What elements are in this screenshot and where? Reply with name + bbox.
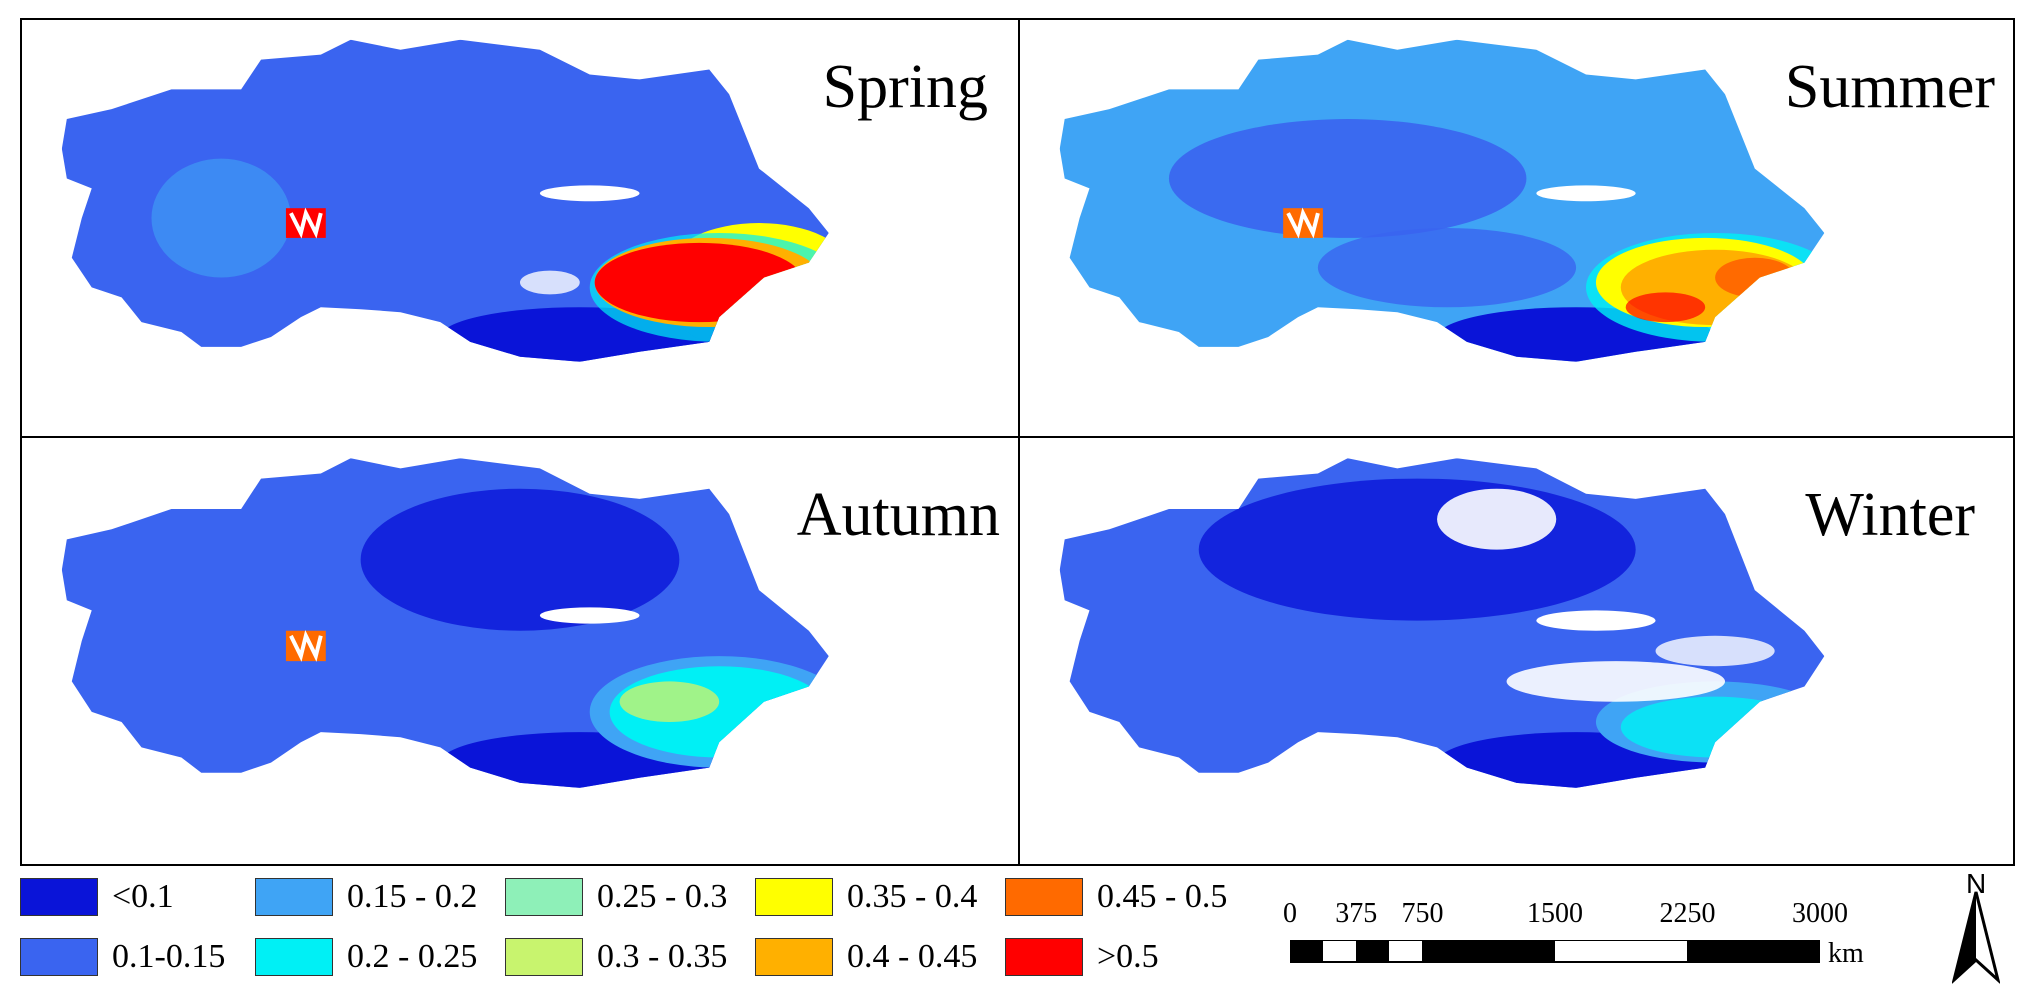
legend-label: 0.35 - 0.4 bbox=[847, 878, 978, 915]
season-label-winter: Winter bbox=[1805, 481, 1975, 549]
season-label-spring: Spring bbox=[822, 53, 988, 121]
scale-unit: km bbox=[1828, 938, 1864, 969]
legend-swatch bbox=[755, 938, 833, 976]
winter-map-panel: Winter bbox=[1018, 436, 2015, 866]
scale-tick-label: 2250 bbox=[1659, 898, 1716, 929]
legend-swatch bbox=[20, 938, 98, 976]
winter-map bbox=[1059, 458, 1825, 788]
scale-tick-label: 375 bbox=[1335, 898, 1378, 929]
summer-map bbox=[1059, 39, 1825, 362]
legend-label: 0.3 - 0.35 bbox=[597, 938, 728, 975]
summer-map-panel: Summer bbox=[1018, 18, 2015, 438]
legend-swatch bbox=[505, 938, 583, 976]
legend-swatch bbox=[255, 878, 333, 916]
legend-label: 0.45 - 0.5 bbox=[1097, 878, 1228, 915]
scale-tick-label: 750 bbox=[1401, 898, 1444, 929]
spring-map bbox=[61, 39, 829, 362]
legend-swatch bbox=[505, 878, 583, 916]
north-arrow-icon bbox=[1952, 891, 2000, 984]
season-label-autumn: Autumn bbox=[796, 481, 1000, 549]
scale-tick-label: 1500 bbox=[1527, 898, 1583, 929]
legend-swatch bbox=[1005, 878, 1083, 916]
legend-swatch bbox=[755, 878, 833, 916]
legend-swatch bbox=[255, 938, 333, 976]
legend-swatch bbox=[1005, 938, 1083, 976]
scale-bar bbox=[1290, 940, 1820, 963]
legend-label: 0.15 - 0.2 bbox=[347, 878, 478, 915]
autumn-map bbox=[61, 458, 829, 788]
north-label: N bbox=[1966, 868, 1987, 899]
legend-label: 0.2 - 0.25 bbox=[347, 938, 478, 975]
season-label-summer: Summer bbox=[1784, 53, 1995, 121]
scale-tick-label: 0 bbox=[1283, 898, 1297, 929]
legend-label: 0.4 - 0.45 bbox=[847, 938, 978, 975]
legend-label: <0.1 bbox=[112, 878, 174, 915]
spring-map-panel: Spring bbox=[20, 18, 1020, 438]
legend-swatch bbox=[20, 878, 98, 916]
legend-label: 0.25 - 0.3 bbox=[597, 878, 728, 915]
autumn-map-panel: Autumn bbox=[20, 436, 1020, 866]
legend-label: 0.1-0.15 bbox=[112, 938, 226, 975]
scale-tick-label: 3000 bbox=[1792, 898, 1848, 929]
legend-label: >0.5 bbox=[1097, 938, 1159, 975]
